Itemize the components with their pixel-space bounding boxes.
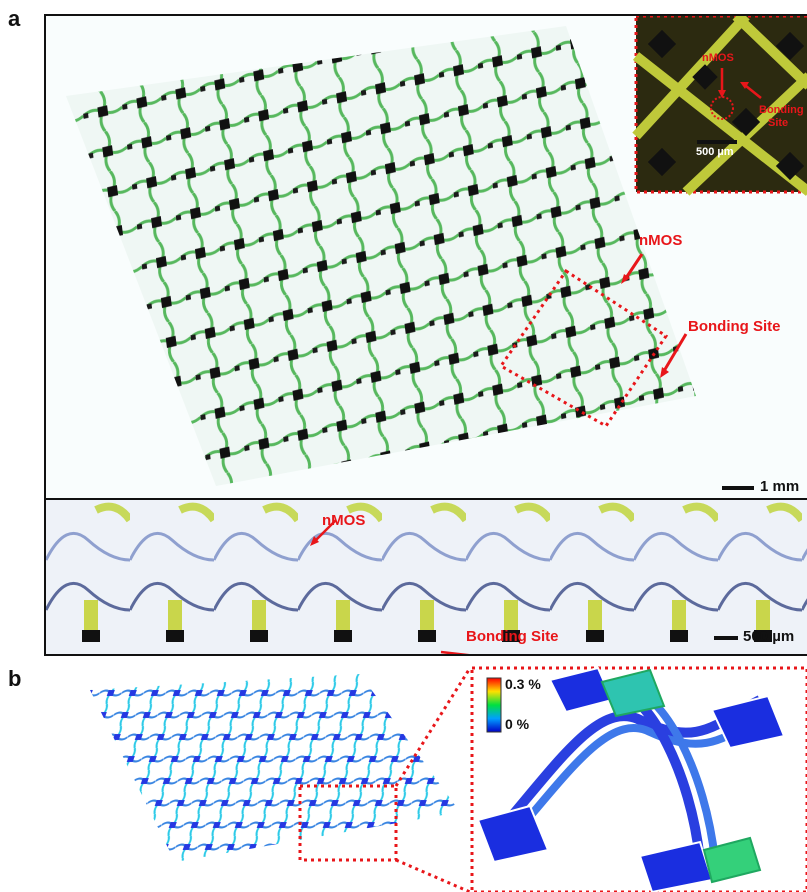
micrograph-top-frame: nMOS Bonding Site 1 mm nMOS Bonding Site… bbox=[44, 14, 807, 502]
mesh-array-image bbox=[46, 16, 807, 500]
colorbar bbox=[486, 677, 502, 733]
inset-site-label: Site bbox=[768, 117, 789, 129]
selection-box-top bbox=[498, 268, 669, 428]
inset-nmos-label: nMOS bbox=[702, 52, 734, 64]
side-view-image bbox=[46, 500, 807, 654]
bonding-site-label-bottom: Bonding Site bbox=[466, 628, 559, 645]
inset-bonding-label: Bonding bbox=[759, 104, 804, 116]
micrograph-bottom-frame: nMOS Bonding Site 500 µm bbox=[44, 498, 807, 656]
nmos-label-bottom: nMOS bbox=[322, 512, 366, 529]
panel-a-letter: a bbox=[8, 6, 21, 31]
panel-b-letter: b bbox=[8, 666, 22, 691]
colorbar-min-label: 0 % bbox=[505, 716, 530, 732]
inset-scale-label: 500 µm bbox=[696, 146, 734, 158]
scale-label-1mm: 1 mm bbox=[760, 478, 800, 495]
colorbar-max-label: 0.3 % bbox=[505, 676, 541, 692]
bonding-site-label-top: Bonding Site bbox=[688, 318, 781, 335]
scale-label-500um: 500 µm bbox=[743, 628, 795, 645]
nmos-label-top: nMOS bbox=[639, 232, 683, 249]
fem-selection-box bbox=[298, 784, 398, 862]
